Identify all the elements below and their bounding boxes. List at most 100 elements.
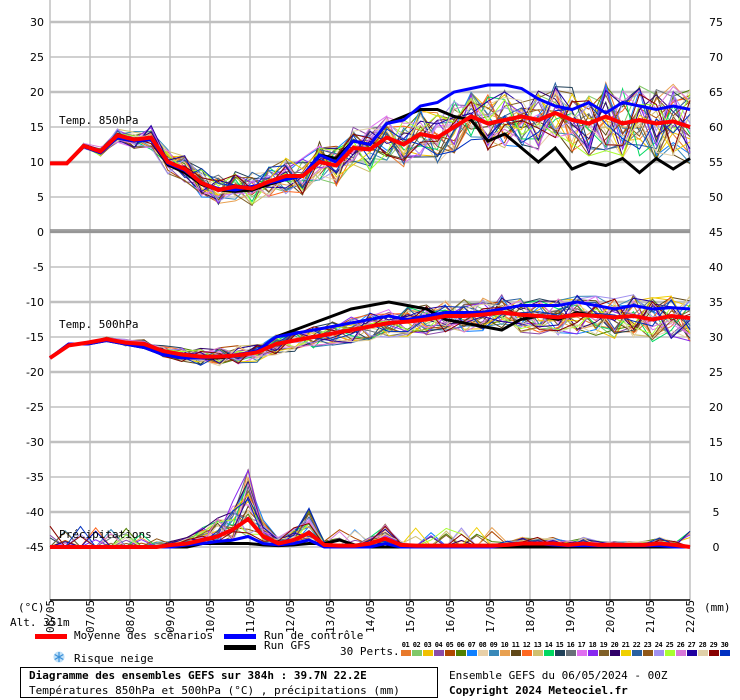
copyright: Copyright 2024 Meteociel.fr <box>449 684 628 697</box>
date-tick: 13/05 <box>324 600 337 633</box>
swatch-color <box>719 650 730 656</box>
band-label-precip: Précipitations <box>59 528 152 541</box>
footer-title-box: Diagramme des ensembles GEFS sur 384h : … <box>20 667 438 698</box>
swatch-color <box>554 650 565 656</box>
perturbation-swatch: 09 <box>488 641 499 656</box>
swatch-color <box>598 650 609 656</box>
date-tick: 08/05 <box>124 600 137 633</box>
date-tick: 06/05 <box>44 600 57 633</box>
perturbation-swatch: 10 <box>499 641 510 656</box>
legend-mean-label: Moyenne des scénarios <box>74 629 214 642</box>
swatch-number: 10 <box>500 641 509 649</box>
date-tick: 12/05 <box>284 600 297 633</box>
perturbation-swatch: 21 <box>620 641 631 656</box>
swatch-number: 20 <box>610 641 619 649</box>
swatch-color <box>400 650 411 656</box>
perturbation-swatch: 11 <box>510 641 521 656</box>
swatch-color <box>521 650 532 656</box>
left-tick: -20 <box>26 366 44 379</box>
left-tick: 0 <box>37 226 44 239</box>
swatch-number: 02 <box>412 641 421 649</box>
legend-snow-label: Risque neige <box>74 652 154 665</box>
right-tick: 25 <box>709 366 723 379</box>
swatch-number: 23 <box>643 641 652 649</box>
left-tick: -25 <box>26 401 44 414</box>
swatch-number: 27 <box>687 641 696 649</box>
snowflake-icon <box>53 651 65 663</box>
date-tick: 11/05 <box>244 600 257 633</box>
perturbation-swatch: 26 <box>675 641 686 656</box>
left-tick: -30 <box>26 436 44 449</box>
swatch-number: 29 <box>709 641 718 649</box>
swatch-color <box>576 650 587 656</box>
date-tick: 20/05 <box>604 600 617 633</box>
swatch-color <box>532 650 543 656</box>
swatch-color <box>565 650 576 656</box>
left-tick: -40 <box>26 506 44 519</box>
left-tick: -10 <box>26 296 44 309</box>
perturbation-swatch: 02 <box>411 641 422 656</box>
chart-subtitle: Températures 850hPa et 500hPa (°C) , pré… <box>29 684 400 697</box>
swatch-color <box>477 650 488 656</box>
swatch-number: 22 <box>632 641 641 649</box>
left-tick: -45 <box>26 541 44 554</box>
swatch-number: 19 <box>599 641 608 649</box>
legend-gfs-label: Run GFS <box>264 639 311 652</box>
perturbation-swatch: 27 <box>686 641 697 656</box>
perturbation-swatch: 17 <box>576 641 587 656</box>
perturbation-swatch: 20 <box>609 641 620 656</box>
swatch-color <box>664 650 675 656</box>
band-label-500hpa: Temp. 500hPa <box>59 318 138 331</box>
perturbation-swatch: 04 <box>433 641 444 656</box>
swatch-color <box>510 650 521 656</box>
swatch-number: 08 <box>478 641 487 649</box>
right-tick: 10 <box>709 471 723 484</box>
x-axis-dates: 06/05 07/05 08/05 09/05 10/05 11/05 12/05 13/05… <box>44 600 697 633</box>
date-tick: 14/05 <box>364 600 377 633</box>
left-tick: 5 <box>37 191 44 204</box>
swatch-color <box>455 650 466 656</box>
swatch-color <box>686 650 697 656</box>
date-tick: 19/05 <box>564 600 577 633</box>
perturbation-swatch: 12 <box>521 641 532 656</box>
legend-perts-label: 30 Perts. <box>340 645 400 658</box>
swatch-number: 03 <box>423 641 432 649</box>
perturbation-swatch: 19 <box>598 641 609 656</box>
unit-left-label: (°C) <box>18 601 45 614</box>
date-tick: 17/05 <box>484 600 497 633</box>
swatch-color <box>422 650 433 656</box>
perturbation-swatch: 05 <box>444 641 455 656</box>
date-tick: 15/05 <box>404 600 417 633</box>
swatch-number: 24 <box>654 641 663 649</box>
right-tick: 35 <box>709 296 723 309</box>
swatch-number: 28 <box>698 641 707 649</box>
legend-gfs-swatch <box>224 645 256 650</box>
swatch-color <box>609 650 620 656</box>
right-tick: 65 <box>709 86 723 99</box>
perturbation-swatch: 14 <box>543 641 554 656</box>
right-tick: 40 <box>709 261 723 274</box>
left-axis: 30 25 20 15 10 5 0 -5 -10 -15 -20 -25 -30 -35 -40 -45 <box>26 16 44 554</box>
swatch-number: 01 <box>401 641 410 649</box>
perturbation-swatch: 28 <box>697 641 708 656</box>
left-tick: 30 <box>30 16 44 29</box>
right-tick: 15 <box>709 436 723 449</box>
main-series-lines <box>48 83 691 549</box>
swatch-number: 18 <box>588 641 597 649</box>
right-tick: 5 <box>713 506 720 519</box>
legend-control-label: Run de contrôle <box>264 629 364 642</box>
right-tick: 30 <box>709 331 723 344</box>
chart-title: Diagramme des ensembles GEFS sur 384h : … <box>29 669 367 682</box>
perturbation-swatch: 08 <box>477 641 488 656</box>
swatch-color <box>444 650 455 656</box>
swatch-color <box>499 650 510 656</box>
swatch-color <box>675 650 686 656</box>
swatch-color <box>631 650 642 656</box>
swatch-color <box>488 650 499 656</box>
swatch-number: 14 <box>544 641 553 649</box>
swatch-number: 13 <box>533 641 542 649</box>
swatch-number: 30 <box>720 641 729 649</box>
unit-right-label: (mm) <box>704 601 731 614</box>
